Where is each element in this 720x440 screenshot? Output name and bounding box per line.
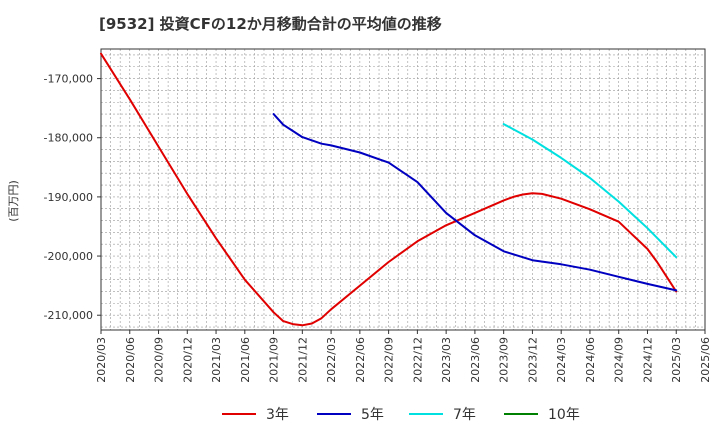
- legend-label-2: 5年: [361, 407, 384, 423]
- y-tick-label: -170,000: [44, 73, 93, 86]
- x-tick-label: 2021/06: [239, 337, 252, 383]
- x-tick-label: 2025/03: [670, 337, 683, 383]
- legend: 3年 5年 7年 10年: [222, 407, 580, 423]
- plot-area-border: [100, 48, 706, 331]
- x-tick-label: 2021/03: [210, 337, 223, 383]
- series-line-1: [100, 52, 678, 327]
- chart-title: [9532] 投資CFの12か月移動合計の平均値の推移: [99, 15, 442, 33]
- x-axis-ticks: 2020/03 2020/06 2020/09 2020/12 2021/03 2021/…: [95, 330, 712, 383]
- grid: [101, 49, 705, 330]
- x-tick-label: 2024/09: [613, 337, 626, 383]
- x-tick-label: 2024/06: [584, 337, 597, 383]
- y-tick-label: -190,000: [44, 191, 93, 204]
- x-tick-label: 2025/06: [699, 337, 712, 383]
- series-lines: [100, 52, 678, 327]
- x-tick-label: 2021/09: [268, 337, 281, 383]
- legend-label-1: 3年: [266, 407, 289, 423]
- series-line-2: [272, 113, 678, 292]
- y-tick-label: -200,000: [44, 250, 93, 263]
- x-tick-label: 2024/12: [641, 337, 654, 383]
- y-tick-label: -180,000: [44, 132, 93, 145]
- x-tick-label: 2020/09: [153, 337, 166, 383]
- series-line-3: [502, 123, 678, 259]
- legend-label-3: 7年: [453, 407, 476, 423]
- x-tick-label: 2023/03: [440, 337, 453, 383]
- legend-label-4: 10年: [548, 407, 580, 423]
- x-tick-label: 2023/09: [498, 337, 511, 383]
- y-axis-ticks: -170,000 -180,000 -190,000 -200,000 -210,000: [44, 73, 101, 322]
- x-tick-label: 2022/12: [411, 337, 424, 383]
- x-tick-label: 2020/03: [95, 337, 108, 383]
- y-tick-label: -210,000: [44, 309, 93, 322]
- x-tick-label: 2020/12: [181, 337, 194, 383]
- x-tick-label: 2021/12: [296, 337, 309, 383]
- x-tick-label: 2022/03: [325, 337, 338, 383]
- y-axis-label: (百万円): [7, 180, 20, 222]
- x-tick-label: 2023/12: [526, 337, 539, 383]
- x-tick-label: 2022/09: [383, 337, 396, 383]
- x-tick-label: 2022/06: [354, 337, 367, 383]
- x-tick-label: 2023/06: [469, 337, 482, 383]
- x-tick-label: 2024/03: [555, 337, 568, 383]
- x-tick-label: 2020/06: [124, 337, 137, 383]
